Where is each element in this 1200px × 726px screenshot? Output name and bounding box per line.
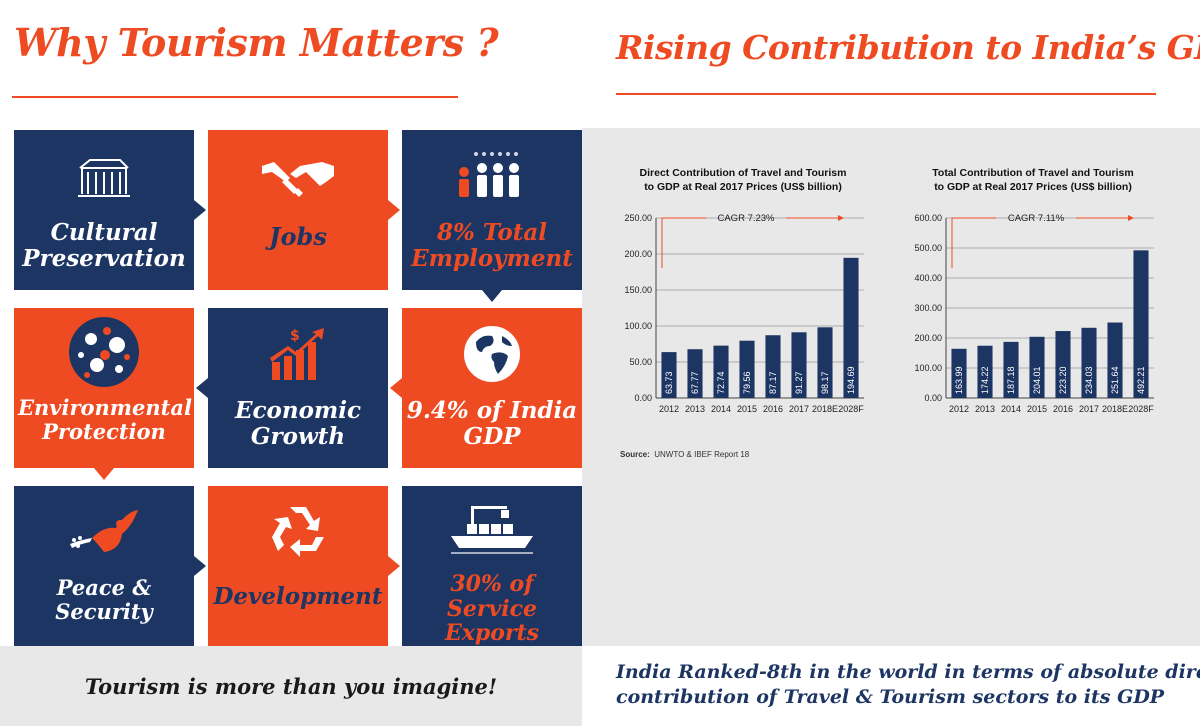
tile-development: Development	[208, 486, 388, 646]
tile-service-exports: 30% of Service Exports	[402, 486, 582, 646]
connector-arrow	[196, 378, 208, 398]
handshake-icon	[260, 146, 336, 206]
ranking-banner: India Ranked-8th in the world in terms o…	[582, 646, 1200, 726]
people-group-icon	[452, 146, 532, 206]
tile-india-gdp: 9.4% of India GDP	[402, 308, 582, 468]
tile-economic-growth: $ Economic Growth	[208, 308, 388, 468]
connector-arrow	[388, 200, 400, 220]
title-underline-right	[616, 93, 1156, 95]
connector-arrow	[482, 290, 502, 302]
tile-grid: Cultural Preservation Jobs 8% Total Employ…	[0, 128, 582, 646]
page-title-right: Rising Contribution to India’s GDP	[616, 28, 1200, 67]
tile-total-employment: 8% Total Employment	[402, 130, 582, 290]
ranking-line-2: contribution of Travel & Tourism sectors…	[616, 685, 1165, 708]
tile-peace-security: Peace & Security	[14, 486, 194, 646]
tile-environmental-protection: Environmental Protection	[14, 308, 194, 468]
source-note: Source: UNWTO & IBEF Report 18	[620, 450, 750, 459]
tile-cultural-preservation: Cultural Preservation	[14, 130, 194, 290]
chart-2-title: Total Contribution of Travel and Tourism…	[932, 167, 1134, 193]
page-title-left: Why Tourism Matters ?	[14, 20, 499, 65]
tile-jobs: Jobs	[208, 130, 388, 290]
ruins-icon	[76, 146, 132, 206]
dove-icon	[64, 502, 144, 562]
connector-arrow	[94, 468, 114, 480]
nature-globe-icon	[67, 316, 141, 388]
tagline-banner: Tourism is more than you imagine!	[0, 646, 582, 726]
growth-chart-icon: $	[266, 324, 330, 384]
globe-icon	[462, 324, 522, 384]
connector-arrow	[390, 378, 402, 398]
connector-arrow	[388, 556, 400, 576]
chart-panel	[582, 128, 1200, 646]
title-underline-left	[12, 96, 458, 98]
connector-arrow	[194, 200, 206, 220]
cargo-ship-icon	[447, 502, 537, 558]
connector-arrow	[194, 556, 206, 576]
recycle-icon	[268, 502, 328, 562]
svg-text:$: $	[290, 328, 300, 344]
chart-1-title: Direct Contribution of Travel and Touris…	[639, 167, 847, 193]
tagline-text: Tourism is more than you imagine!	[84, 673, 498, 699]
ranking-line-1: India Ranked-8th in the world in terms o…	[616, 661, 1200, 683]
